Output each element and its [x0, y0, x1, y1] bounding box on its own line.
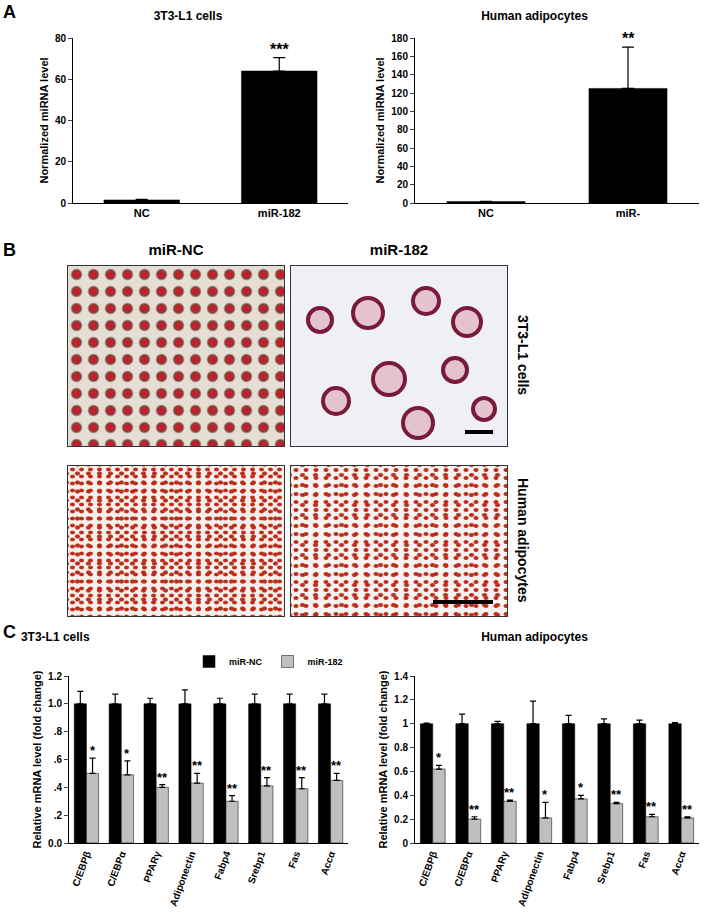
- svg-text:*: *: [578, 780, 584, 795]
- svg-text:3T3-L1 cells: 3T3-L1 cells: [21, 630, 90, 644]
- html-text:Human adipocytes: Human adipocytes: [515, 477, 531, 603]
- svg-text:*: *: [436, 750, 442, 765]
- svg-text:100: 100: [391, 106, 408, 117]
- svg-text:.8: .8: [54, 726, 63, 737]
- svg-text:Relative mRNA level (fold chan: Relative mRNA level (fold change): [377, 670, 389, 848]
- svg-text:**: **: [331, 758, 342, 773]
- svg-text:*: *: [542, 787, 548, 802]
- html-text:B: B: [3, 240, 16, 260]
- svg-text:0.0: 0.0: [48, 838, 62, 849]
- svg-text:1.0: 1.0: [48, 698, 62, 709]
- svg-text:C/EBPα: C/EBPα: [452, 849, 475, 888]
- svg-text:3T3-L1 cells: 3T3-L1 cells: [154, 9, 223, 23]
- svg-text:1.2: 1.2: [48, 671, 62, 682]
- svg-text:***: ***: [270, 41, 289, 58]
- svg-text:0.8: 0.8: [394, 742, 408, 753]
- svg-text:1.4: 1.4: [394, 671, 408, 682]
- svg-text:*: *: [90, 743, 96, 758]
- svg-text:.4: .4: [54, 782, 63, 793]
- html-text:miR-182: miR-182: [369, 241, 429, 258]
- svg-text:**: **: [504, 785, 515, 800]
- html-text:C: C: [3, 622, 16, 642]
- svg-text:Fabp4: Fabp4: [561, 849, 582, 881]
- svg-text:**: **: [296, 763, 307, 778]
- svg-text:Fabp4: Fabp4: [212, 849, 233, 881]
- svg-text:0.4: 0.4: [394, 790, 408, 801]
- svg-text:**: **: [646, 799, 657, 814]
- svg-text:Fas: Fas: [286, 849, 302, 869]
- svg-text:20: 20: [55, 156, 67, 167]
- svg-text:20: 20: [397, 179, 409, 190]
- svg-text:**: **: [622, 30, 635, 47]
- svg-text:**: **: [682, 802, 693, 817]
- svg-text:140: 140: [391, 69, 408, 80]
- svg-text:**: **: [611, 787, 622, 802]
- svg-text:miR-NC: miR-NC: [229, 657, 262, 667]
- svg-text:**: **: [469, 802, 480, 817]
- svg-text:**: **: [157, 770, 168, 785]
- svg-text:Srebp1: Srebp1: [245, 849, 267, 885]
- svg-text:NC: NC: [134, 207, 150, 219]
- svg-text:1.2: 1.2: [394, 694, 408, 705]
- svg-text:**: **: [192, 758, 203, 773]
- svg-text:Human adipocytes: Human adipocytes: [481, 630, 588, 644]
- html-text:A: A: [3, 2, 16, 22]
- svg-text:80: 80: [55, 33, 67, 44]
- svg-text:**: **: [227, 781, 238, 796]
- svg-text:0.2: 0.2: [394, 814, 408, 825]
- svg-text:Srebp1: Srebp1: [595, 849, 617, 885]
- svg-text:Fas: Fas: [636, 849, 652, 869]
- svg-text:160: 160: [391, 51, 408, 62]
- svg-text:40: 40: [397, 161, 409, 172]
- svg-text:.2: .2: [54, 810, 63, 821]
- svg-text:60: 60: [397, 143, 409, 154]
- svg-text:Accα: Accα: [669, 849, 688, 877]
- svg-text:Adiponectin: Adiponectin: [168, 850, 198, 908]
- svg-text:**: **: [261, 763, 272, 778]
- svg-text:Normalized miRNA level: Normalized miRNA level: [38, 57, 50, 183]
- svg-text:80: 80: [397, 124, 409, 135]
- svg-text:0: 0: [402, 198, 408, 209]
- svg-text:0.6: 0.6: [394, 766, 408, 777]
- svg-text:0: 0: [60, 198, 66, 209]
- svg-text:miR-: miR-: [616, 207, 641, 219]
- svg-text:PPARγ: PPARγ: [141, 849, 163, 884]
- html-text:3T3-L1 cells: 3T3-L1 cells: [515, 314, 531, 396]
- svg-text:120: 120: [391, 88, 408, 99]
- svg-text:C/EBPβ: C/EBPβ: [70, 850, 93, 888]
- svg-text:miR-182: miR-182: [258, 207, 301, 219]
- svg-text:Human adipocytes: Human adipocytes: [481, 9, 588, 23]
- svg-text:Relative mRNA level (fold chan: Relative mRNA level (fold change): [31, 670, 43, 848]
- svg-text:180: 180: [391, 33, 408, 44]
- html-text:miR-NC: miR-NC: [148, 241, 204, 258]
- svg-text:Accα: Accα: [318, 849, 337, 877]
- svg-text:Adiponectin: Adiponectin: [516, 850, 546, 908]
- svg-text:Normalized miRNA level: Normalized miRNA level: [374, 57, 386, 183]
- svg-text:60: 60: [55, 74, 67, 85]
- svg-text:1: 1: [402, 718, 408, 729]
- svg-text:0: 0: [402, 838, 408, 849]
- svg-text:PPARγ: PPARγ: [489, 849, 511, 884]
- svg-text:40: 40: [55, 115, 67, 126]
- svg-text:.6: .6: [54, 754, 63, 765]
- svg-text:C/EBPβ: C/EBPβ: [416, 850, 439, 888]
- svg-text:NC: NC: [478, 207, 494, 219]
- svg-text:C/EBPα: C/EBPα: [105, 849, 128, 888]
- svg-text:miR-182: miR-182: [307, 657, 342, 667]
- svg-text:*: *: [124, 746, 130, 761]
